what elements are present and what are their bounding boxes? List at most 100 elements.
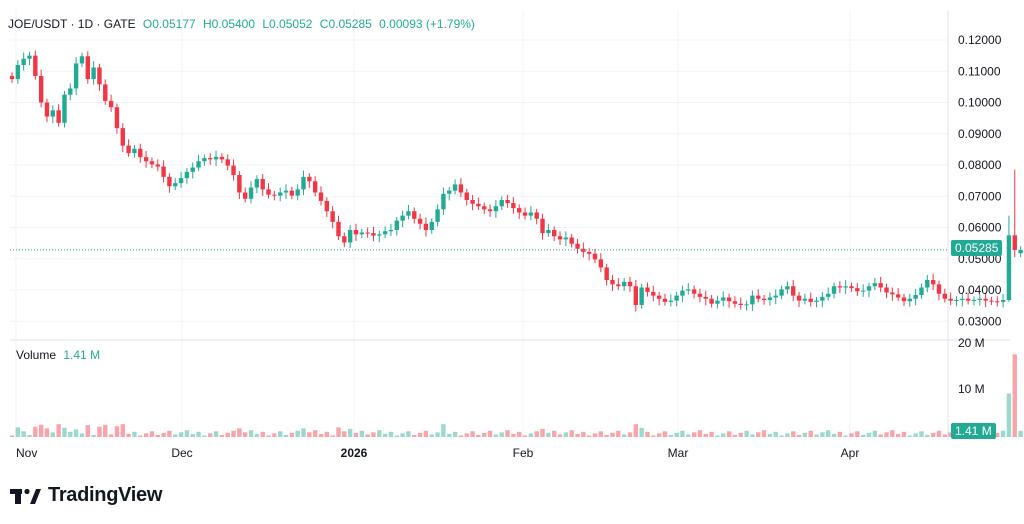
candle-body xyxy=(756,295,761,299)
candle-body xyxy=(895,294,901,298)
volume-bar xyxy=(884,432,889,437)
volume-bar xyxy=(38,424,44,437)
volume-bar xyxy=(266,435,271,437)
candle-body xyxy=(1012,235,1017,250)
candle-body xyxy=(312,181,318,193)
price-tick-label: 0.10000 xyxy=(958,96,1002,110)
candle-body xyxy=(417,218,423,224)
candle-body xyxy=(27,55,32,59)
time-axis[interactable]: Nov Dec 2026 Feb Mar Apr xyxy=(16,446,859,460)
candle-body xyxy=(557,236,563,240)
low-value: L0.05052 xyxy=(262,17,313,31)
candle-body xyxy=(505,200,510,204)
candle-body xyxy=(668,300,673,302)
candle-body xyxy=(913,295,918,299)
volume-bar xyxy=(633,424,639,437)
candle-body xyxy=(336,221,341,237)
volume-bar xyxy=(767,433,773,437)
candle-body xyxy=(1000,300,1006,302)
candle-body xyxy=(470,200,475,204)
volume-bar xyxy=(190,433,195,437)
candle-body xyxy=(21,58,26,65)
candle-body xyxy=(161,166,166,177)
candle-body xyxy=(289,190,295,196)
candle-body xyxy=(91,67,96,80)
volume-bar xyxy=(184,430,190,437)
candle-body xyxy=(878,283,883,288)
candle-body xyxy=(79,56,85,64)
candle-body xyxy=(225,159,230,166)
candle-body xyxy=(907,298,913,302)
volume-bar xyxy=(598,431,604,437)
volume-bar xyxy=(878,434,883,437)
volume-bar xyxy=(44,428,50,437)
candle-body xyxy=(108,100,114,108)
price-chart[interactable]: 0.12000 0.11000 0.10000 0.09000 0.08000 0.070… xyxy=(0,0,1024,470)
volume-axis[interactable]: 20 M 10 M xyxy=(958,336,985,396)
candle-body xyxy=(272,194,277,196)
candle-body xyxy=(208,158,213,160)
candle-body xyxy=(231,165,236,175)
volume-bar xyxy=(639,427,644,437)
candle-body xyxy=(522,212,528,216)
price-tick-label: 0.07000 xyxy=(958,189,1002,203)
volume-bar xyxy=(464,433,469,437)
volume-bar xyxy=(202,435,207,437)
symbol-info[interactable]: JOE/USDT · 1D · GATE xyxy=(8,17,136,31)
volume-label[interactable]: Volume xyxy=(16,348,57,362)
candle-body xyxy=(954,300,959,301)
candle-body xyxy=(44,102,50,117)
volume-bar xyxy=(586,435,592,437)
candle-body xyxy=(359,232,364,235)
candle-body xyxy=(686,289,691,291)
candle-body xyxy=(586,251,592,254)
candle-body xyxy=(697,293,703,297)
volume-bar xyxy=(62,427,67,437)
candle-body xyxy=(15,65,21,80)
volume-bar xyxy=(342,431,347,437)
time-tick-label: Mar xyxy=(668,446,689,460)
volume-bar xyxy=(173,434,178,437)
volume-bar xyxy=(307,432,312,437)
candle-body xyxy=(441,193,446,210)
grid-lines xyxy=(10,10,1010,440)
candle-body xyxy=(487,209,493,212)
volume-bar xyxy=(73,429,79,437)
time-tick-label: Dec xyxy=(171,446,192,460)
candle-body xyxy=(791,286,796,296)
candle-body xyxy=(435,209,440,222)
candle-body xyxy=(213,156,219,160)
volume-bar xyxy=(435,432,440,437)
volume-bar xyxy=(610,432,615,437)
volume-bar xyxy=(126,433,131,437)
candle-body xyxy=(260,179,265,190)
price-axis[interactable]: 0.12000 0.11000 0.10000 0.09000 0.08000 0.070… xyxy=(958,33,1002,328)
candle-body xyxy=(627,281,633,287)
volume-bar xyxy=(995,432,1000,437)
volume-bar xyxy=(56,424,61,437)
candle-body xyxy=(458,184,464,193)
candle-body xyxy=(942,293,947,299)
candle-body xyxy=(243,192,248,199)
price-tick-label: 0.08000 xyxy=(958,158,1002,172)
volume-bar xyxy=(691,432,697,437)
symbol-legend: JOE/USDT · 1D · GATE O0.05177 H0.05400 L… xyxy=(8,17,479,31)
volume-bar xyxy=(913,433,918,437)
candle-body xyxy=(674,295,679,301)
volume-bar xyxy=(371,432,376,437)
candle-body xyxy=(219,156,225,160)
volume-bar xyxy=(785,433,790,437)
volume-bar xyxy=(627,432,633,437)
volume-tick-label: 20 M xyxy=(958,336,985,350)
candle-body xyxy=(85,56,90,80)
candle-body xyxy=(691,289,697,294)
volume-bar xyxy=(441,424,446,437)
candle-body xyxy=(802,298,808,301)
candle-body xyxy=(1006,235,1012,300)
tradingview-logo[interactable]: TradingView xyxy=(10,484,162,507)
price-tick-label: 0.09000 xyxy=(958,127,1002,141)
candle-body xyxy=(971,300,977,301)
volume-bar xyxy=(680,430,685,437)
volume-bar xyxy=(662,431,668,437)
